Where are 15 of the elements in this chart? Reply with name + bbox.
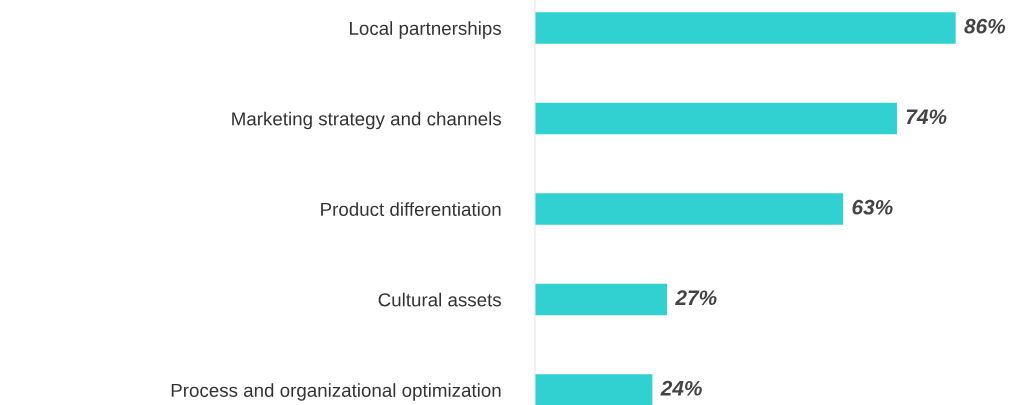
bar	[535, 374, 653, 405]
y-tick-label: Process and organizational optimization	[171, 383, 501, 401]
data-label: 86%	[964, 18, 1006, 34]
bar	[535, 283, 668, 316]
bar	[535, 12, 956, 44]
data-label: 63%	[852, 199, 893, 215]
data-label: 74%	[906, 109, 947, 125]
y-tick-label: Cultural assets	[378, 292, 501, 307]
y-tick-label: Marketing strategy and channels	[232, 111, 502, 130]
data-label: 24%	[660, 380, 702, 396]
y-tick-label: Local partnerships	[350, 21, 501, 39]
bar	[535, 193, 844, 225]
y-tick-label: Product differentiation	[321, 202, 501, 216]
bar	[535, 102, 897, 135]
data-label: 27%	[675, 290, 717, 306]
